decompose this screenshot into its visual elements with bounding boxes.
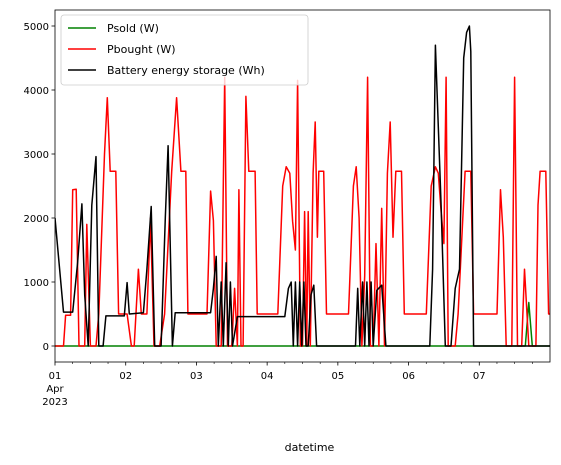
x-tick-label: 03 <box>190 371 203 382</box>
y-axis: 0 1000 2000 3000 4000 5000 <box>24 22 55 353</box>
y-tick-label: 2000 <box>24 214 49 225</box>
x-axis: 01 02 03 04 05 06 07 <box>49 362 533 382</box>
series-line-2 <box>55 76 550 347</box>
x-tick-label: 02 <box>119 371 132 382</box>
x-tick-label: 05 <box>331 371 344 382</box>
x-axis-month-label: Apr <box>46 384 64 395</box>
y-tick-label: 1000 <box>24 278 49 289</box>
plot-area <box>55 25 550 347</box>
x-tick-label: 01 <box>49 371 62 382</box>
y-tick-label: 0 <box>43 342 49 353</box>
x-tick-label: 06 <box>402 371 415 382</box>
legend-label: Pbought (W) <box>107 43 176 56</box>
x-axis-year-label: 2023 <box>42 397 67 408</box>
legend-box <box>60 14 309 86</box>
legend: Psold (W) Pbought (W) Battery energy stora… <box>60 14 309 86</box>
x-tick-label: 07 <box>473 371 486 382</box>
y-tick-label: 4000 <box>24 86 49 97</box>
series-line-3 <box>55 25 550 347</box>
legend-label: Battery energy storage (Wh) <box>107 64 265 77</box>
y-tick-label: 3000 <box>24 150 49 161</box>
legend-label: Psold (W) <box>107 22 159 35</box>
x-axis-title: datetime <box>285 441 335 454</box>
y-tick-label: 5000 <box>24 22 49 33</box>
x-tick-label: 04 <box>261 371 274 382</box>
